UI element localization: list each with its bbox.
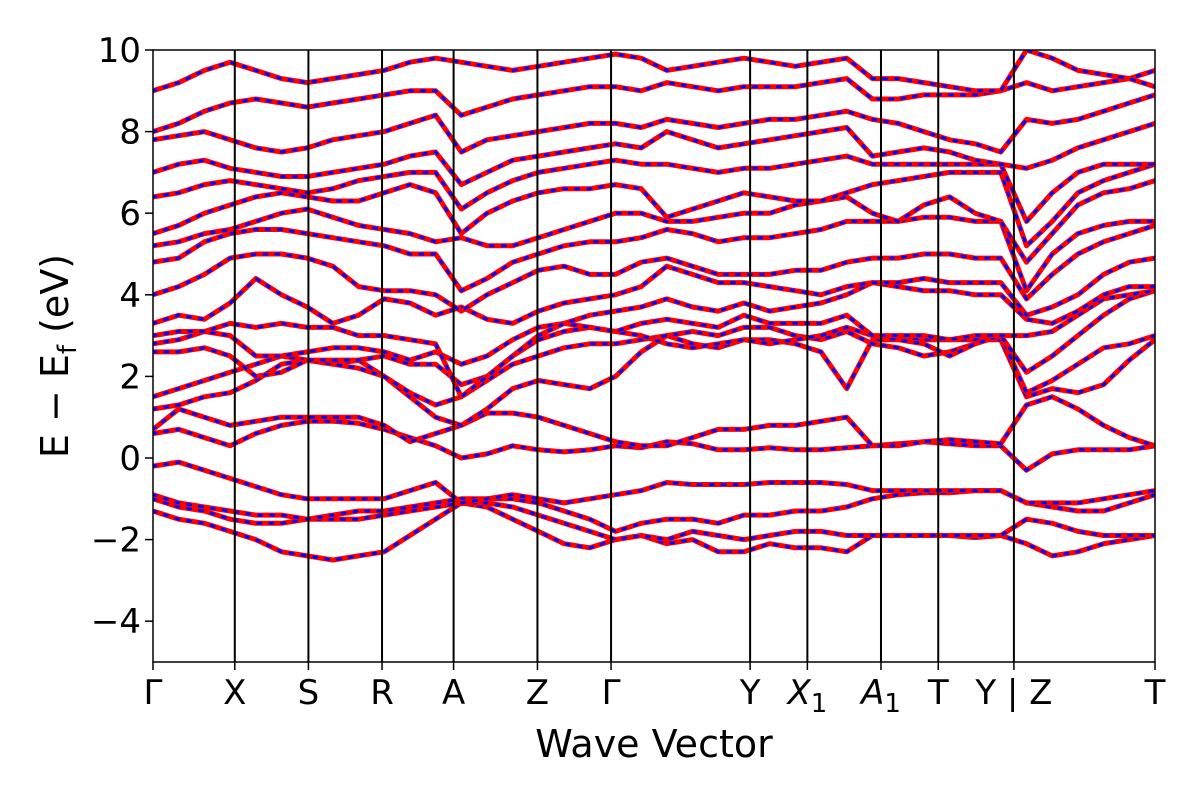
band-line-18 xyxy=(153,92,1155,155)
x-tick-label-2: S xyxy=(298,673,320,713)
band-overlay-9 xyxy=(153,289,1155,366)
band-overlay-8 xyxy=(153,289,1155,387)
band-overlay-10 xyxy=(153,281,1155,400)
band-overlay-2 xyxy=(153,489,1155,534)
band-overlay-20 xyxy=(153,50,1155,93)
x-tick-label-8: X1 xyxy=(785,673,827,719)
x-tick-label-0: Γ xyxy=(144,673,163,713)
x-axis-title: Wave Vector xyxy=(535,722,773,766)
y-tick-label-6: 8 xyxy=(119,113,141,153)
band-overlay-16 xyxy=(153,154,1155,225)
y-tick-label-5: 6 xyxy=(119,194,141,234)
x-tick-label-4: A xyxy=(442,673,465,713)
x-tick-label-7: Y xyxy=(739,673,761,713)
x-tick-label-9: A1 xyxy=(859,673,901,719)
y-axis-title: E − Ef (eV) xyxy=(33,254,83,458)
y-tick-label-3: 2 xyxy=(119,357,141,397)
x-tick-label-10: T xyxy=(927,673,949,713)
band-overlay-13 xyxy=(153,215,1155,294)
band-overlay-15 xyxy=(153,162,1155,249)
y-axis-title-main: E − E xyxy=(33,354,77,458)
band-overlay-5 xyxy=(153,395,1155,448)
x-tick-label-11: Y | Z xyxy=(974,673,1052,713)
bands-group xyxy=(153,50,1155,563)
x-axis: Γ X S R A Z Γ Y X1 A1 T Y | Z T xyxy=(144,662,1166,719)
y-axis-title-tail: (eV) xyxy=(33,254,77,345)
y-axis-title-sub: f xyxy=(53,344,83,354)
x-tick-label-6: Γ xyxy=(602,673,621,713)
y-tick-label-1: −2 xyxy=(91,521,141,561)
band-overlay-14 xyxy=(153,179,1155,265)
y-axis: −4 −2 0 2 4 6 8 10 xyxy=(91,31,153,642)
x-tick-label-3: R xyxy=(370,673,394,713)
y-tick-label-4: 4 xyxy=(119,276,141,316)
y-tick-label-2: 0 xyxy=(119,439,141,479)
x-tick-label-12: T xyxy=(1144,673,1166,713)
band-overlay-17 xyxy=(153,121,1155,187)
x-tick-label-1: X xyxy=(223,673,246,713)
band-overlay-12 xyxy=(153,223,1155,313)
kpoint-lines-group xyxy=(233,50,1015,662)
y-tick-label-0: −4 xyxy=(91,602,141,642)
plot-frame xyxy=(152,49,1156,663)
band-overlay-18 xyxy=(153,93,1155,154)
band-overlay-3 xyxy=(153,460,1155,505)
band-overlay-11 xyxy=(153,256,1155,326)
x-tick-label-5: Z xyxy=(526,673,549,713)
y-tick-label-7: 10 xyxy=(98,31,141,71)
